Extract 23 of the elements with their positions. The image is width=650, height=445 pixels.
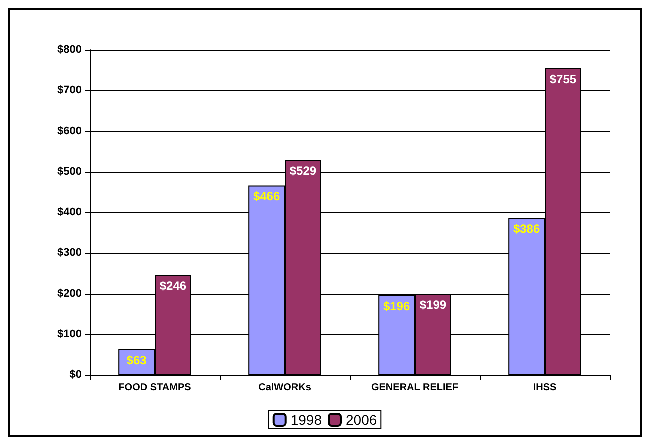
- legend-label: 2006: [346, 412, 378, 428]
- data-label: $196: [383, 299, 410, 314]
- data-label: $529: [290, 164, 317, 178]
- y-tick-label: $700: [58, 84, 82, 97]
- data-label: $755: [550, 72, 577, 86]
- y-tick-label: $400: [58, 206, 82, 218]
- x-tick-label: IHSS: [533, 382, 557, 394]
- y-tick-label: $200: [58, 288, 82, 300]
- x-tick-label: GENERAL RELIEF: [371, 382, 459, 394]
- x-tick-label: CalWORKs: [258, 382, 312, 394]
- data-label: $386: [513, 222, 540, 236]
- y-tick-label: $300: [58, 247, 82, 260]
- legend-label: 1998: [290, 412, 322, 428]
- data-label: $199: [420, 298, 447, 312]
- y-tick-label: $600: [58, 125, 82, 138]
- x-tick-label: FOOD STAMPS: [118, 382, 192, 394]
- data-label: $63: [126, 353, 148, 368]
- y-tick-label: $500: [58, 166, 82, 178]
- y-tick-label: $100: [58, 328, 82, 340]
- data-label: $246: [160, 279, 187, 294]
- data-label: $466: [253, 190, 280, 204]
- y-tick-label: $0: [70, 369, 82, 381]
- y-tick-label: $800: [58, 44, 82, 56]
